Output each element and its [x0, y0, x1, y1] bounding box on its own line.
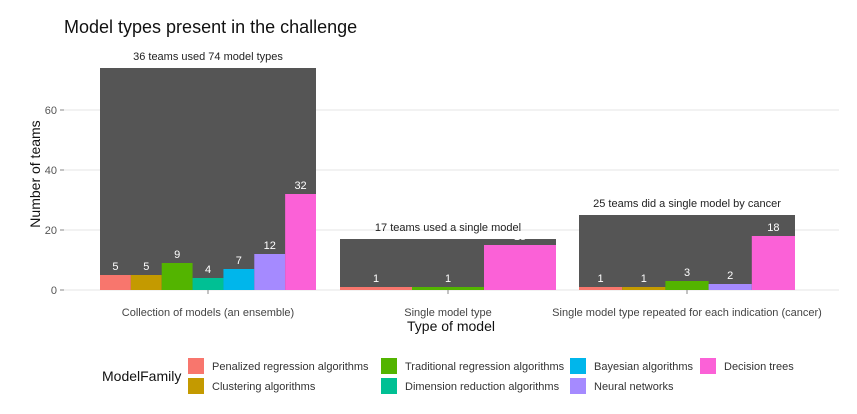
- legend-label: Bayesian algorithms: [594, 361, 694, 373]
- chart-title: Model types present in the challenge: [64, 17, 357, 37]
- group-annotation: 25 teams did a single model by cancer: [593, 198, 781, 210]
- bar: [254, 254, 286, 290]
- legend-swatch: [188, 358, 204, 374]
- y-tick-label: 20: [45, 225, 57, 237]
- bar: [579, 287, 623, 290]
- bar-value-label: 1: [445, 273, 451, 285]
- bar-value-label: 1: [641, 273, 647, 285]
- bar-value-label: 5: [143, 261, 149, 273]
- bar: [340, 287, 412, 290]
- bar: [708, 284, 752, 290]
- bar-value-label: 3: [684, 267, 690, 279]
- bar-value-label: 15: [514, 231, 526, 243]
- bar: [161, 263, 193, 290]
- legend-swatch: [700, 358, 716, 374]
- legend-swatch: [570, 378, 586, 394]
- group-annotation: 36 teams used 74 model types: [133, 51, 283, 63]
- background-bar: [100, 68, 316, 290]
- legend-swatch: [188, 378, 204, 394]
- bar-value-label: 5: [112, 261, 118, 273]
- y-axis-title: Number of teams: [27, 120, 43, 227]
- bar: [622, 287, 666, 290]
- bar: [100, 275, 131, 290]
- x-axis-title: Type of model: [407, 318, 495, 334]
- bar-value-label: 7: [236, 255, 242, 267]
- bar-value-label: 4: [205, 264, 211, 276]
- x-tick-label: Single model type repeated for each indi…: [552, 307, 822, 319]
- legend: ModelFamily Penalized regression algorit…: [102, 358, 794, 394]
- legend-swatch: [381, 358, 397, 374]
- y-tick-label: 40: [45, 165, 57, 177]
- bar: [192, 278, 224, 290]
- bar-value-label: 1: [598, 273, 604, 285]
- legend-label: Dimension reduction algorithms: [405, 381, 560, 393]
- bar: [484, 245, 556, 290]
- bar: [751, 236, 795, 290]
- legend-swatch: [381, 378, 397, 394]
- x-axis: Collection of models (an ensemble) Single…: [122, 290, 822, 319]
- legend-label: Traditional regression algorithms: [405, 361, 565, 373]
- bar-value-label: 2: [727, 270, 733, 282]
- bar-value-label: 12: [264, 240, 276, 252]
- legend-swatch: [570, 358, 586, 374]
- bar: [285, 194, 316, 290]
- bar: [130, 275, 162, 290]
- group-annotation: 17 teams used a single model: [375, 222, 521, 234]
- y-tick-label: 0: [51, 285, 57, 297]
- bar-value-label: 32: [294, 180, 306, 192]
- y-tick-label: 60: [45, 105, 57, 117]
- legend-label: Clustering algorithms: [212, 381, 316, 393]
- legend-label: Penalized regression algorithms: [212, 361, 369, 373]
- legend-title: ModelFamily: [102, 368, 181, 384]
- y-axis: 0 20 40 60: [45, 105, 64, 297]
- legend-label: Neural networks: [594, 381, 674, 393]
- bar-value-label: 18: [767, 222, 779, 234]
- x-tick-label: Collection of models (an ensemble): [122, 307, 294, 319]
- legend-label: Decision trees: [724, 361, 794, 373]
- bar-value-label: 1: [373, 273, 379, 285]
- bar-value-label: 9: [174, 249, 180, 261]
- bar: [665, 281, 709, 290]
- x-tick-label: Single model type: [404, 307, 491, 319]
- bar: [223, 269, 255, 290]
- bar: [412, 287, 484, 290]
